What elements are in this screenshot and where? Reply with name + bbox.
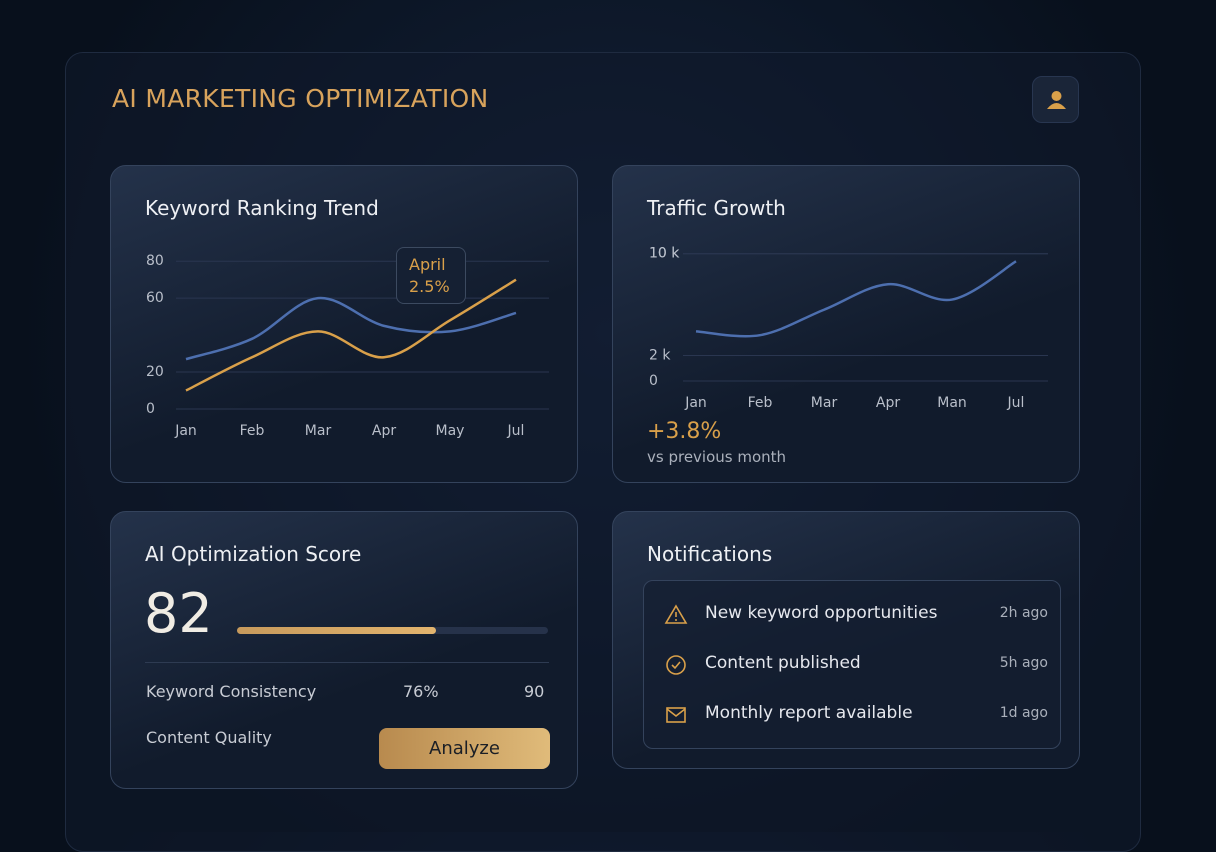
- x-tick-label: Mar: [305, 423, 332, 439]
- x-tick-label: Man: [937, 395, 967, 411]
- x-tick-label: Jan: [684, 395, 707, 411]
- y-tick-label: 20: [146, 364, 164, 380]
- y-tick-label: 0: [146, 401, 155, 417]
- score-value: 82: [144, 582, 213, 645]
- x-tick-label: Jul: [507, 423, 525, 439]
- notification-text: New keyword opportunities: [705, 603, 938, 623]
- tooltip-label: April: [409, 255, 446, 274]
- user-avatar[interactable]: [1032, 76, 1079, 123]
- x-tick-label: Apr: [372, 423, 396, 439]
- warning-icon: [664, 604, 688, 624]
- y-tick-label: 80: [146, 253, 164, 269]
- series-line: [185, 278, 517, 392]
- card-title: Notifications: [647, 542, 773, 566]
- series-line: [185, 296, 517, 361]
- divider: [145, 662, 549, 663]
- card-title: Keyword Ranking Trend: [145, 196, 379, 220]
- y-tick-label: 10 k: [649, 246, 680, 262]
- change-note: vs previous month: [647, 448, 787, 466]
- notifications-card: Notifications New keyword opportunities 2…: [612, 511, 1080, 769]
- y-tick-label: 2 k: [649, 348, 671, 364]
- notification-list: New keyword opportunities 2h ago Content …: [643, 580, 1061, 749]
- x-tick-label: Mar: [811, 395, 838, 411]
- notification-text: Monthly report available: [705, 703, 913, 723]
- x-tick-label: Jan: [174, 423, 197, 439]
- change-value: +3.8%: [647, 419, 722, 444]
- mail-icon: [666, 707, 686, 723]
- x-tick-label: Feb: [748, 395, 773, 411]
- x-tick-label: Feb: [240, 423, 265, 439]
- keyword-card: Keyword Ranking Trend 0 20 60 80 Jan Feb Mar Ap…: [110, 165, 578, 483]
- x-tick-label: Apr: [876, 395, 900, 411]
- tooltip-value: 2.5%: [409, 277, 450, 296]
- row-label: Keyword Consistency: [146, 682, 317, 701]
- check-icon: [666, 655, 686, 675]
- notification[interactable]: New keyword opportunities 2h ago: [644, 593, 1060, 633]
- x-tick-label: May: [436, 423, 465, 439]
- chart: 0 20 60 80 Jan Feb Mar Apr May Jul: [146, 253, 549, 439]
- row-value: 76%: [403, 682, 439, 701]
- analyze-button[interactable]: Analyze: [379, 728, 550, 769]
- y-tick-label: 10 k: [649, 246, 680, 262]
- row-value: 90: [524, 682, 545, 701]
- progress-track: [237, 627, 548, 634]
- notification[interactable]: Monthly report available 1d ago: [644, 693, 1060, 733]
- tooltip: April 2.5%: [396, 247, 466, 304]
- x-tick-label: Jul: [1007, 395, 1025, 411]
- progress-fill: [237, 627, 437, 634]
- row-label: Content Quality: [146, 728, 272, 747]
- page-title: AI MARKETING OPTIMIZATION: [112, 84, 489, 113]
- notification[interactable]: Content published 5h ago: [644, 643, 1060, 683]
- user-icon: [1047, 91, 1066, 109]
- series-line: [695, 260, 1017, 338]
- y-tick-label: 0: [649, 373, 658, 389]
- y-tick-label: 60: [146, 290, 164, 306]
- notification-text: Content published: [705, 653, 861, 673]
- card-title: Traffic Growth: [647, 196, 786, 220]
- notification-time: 5h ago: [999, 655, 1048, 671]
- notification-time: 2h ago: [999, 605, 1048, 621]
- notification-time: 1d ago: [999, 705, 1048, 721]
- card-title: AI Optimization Score: [145, 542, 362, 566]
- score-card: AI Optimization Score 82 Keyword Consist…: [110, 511, 578, 789]
